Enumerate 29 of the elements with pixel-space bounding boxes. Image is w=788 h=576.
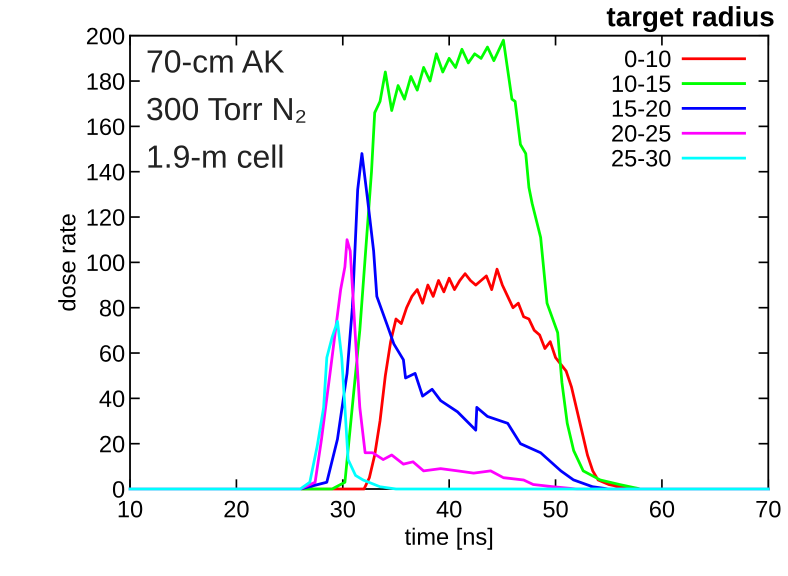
y-tick-label: 40 bbox=[99, 390, 124, 408]
legend-title: target radius bbox=[606, 6, 774, 32]
y-tick-label: 80 bbox=[100, 300, 124, 316]
y-tick-label: 200 bbox=[86, 28, 124, 44]
annotation: 300 Torr N₂ bbox=[147, 98, 306, 123]
x-tick-label: 50 bbox=[543, 500, 568, 518]
y-tick-label: 120 bbox=[88, 209, 124, 226]
x-tick-label: 10 bbox=[118, 500, 142, 518]
x-tick-label: 20 bbox=[224, 500, 249, 518]
x-tick-label: 40 bbox=[436, 500, 462, 518]
x-axis-title: time [ns] bbox=[404, 528, 492, 550]
y-tick-label: 160 bbox=[88, 118, 124, 136]
y-tick-label: 100 bbox=[88, 254, 124, 272]
y-tick-label: 0 bbox=[112, 481, 124, 498]
x-tick-label: 30 bbox=[330, 500, 355, 518]
legend-label: 10-15 bbox=[612, 75, 670, 92]
x-tick-label: 60 bbox=[650, 500, 674, 518]
annotation: 1.9-m cell bbox=[148, 144, 282, 168]
x-tick-label: 70 bbox=[756, 500, 781, 518]
annotation: 70-cm AK bbox=[148, 50, 284, 73]
y-axis-title: dose rate bbox=[58, 214, 76, 311]
legend-label: 25-30 bbox=[612, 150, 670, 167]
legend-label: 15-20 bbox=[612, 100, 670, 117]
y-tick-label: 60 bbox=[100, 345, 124, 362]
y-tick-label: 140 bbox=[88, 164, 124, 180]
y-tick-label: 20 bbox=[100, 436, 124, 452]
legend-label: 0-10 bbox=[625, 50, 670, 68]
legend-label: 20-25 bbox=[612, 125, 670, 142]
y-tick-label: 180 bbox=[88, 73, 124, 90]
